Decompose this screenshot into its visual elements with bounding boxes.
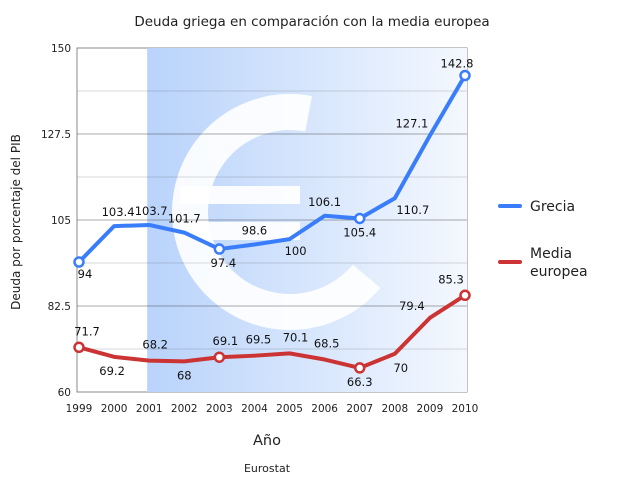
series-line-0 — [77, 73, 467, 265]
y-axis-ticks: 60 82.5 105 127.5 150 — [41, 43, 71, 399]
data-label: 110.7 — [396, 203, 429, 217]
data-label: 103.7 — [135, 204, 168, 218]
data-label: 127.1 — [395, 117, 428, 131]
data-label: 106.1 — [308, 195, 341, 209]
data-point — [73, 256, 85, 268]
data-point — [353, 362, 366, 374]
data-point — [73, 341, 85, 354]
data-label: 70 — [393, 361, 408, 375]
data-label: 68.5 — [314, 337, 340, 351]
legend-label: Media europea — [530, 246, 588, 280]
x-tick-label: 2002 — [171, 403, 198, 415]
data-label: 101.7 — [168, 212, 201, 226]
data-label: 98.6 — [242, 223, 268, 237]
x-tick-label: 2001 — [136, 403, 163, 415]
y-tick-label: 127.5 — [41, 129, 71, 141]
x-axis-title: Año — [253, 433, 281, 449]
data-label: 97.4 — [211, 256, 237, 270]
legend: Grecia Media europea — [498, 199, 588, 280]
y-tick-label: 60 — [58, 387, 71, 399]
data-label: 105.4 — [343, 225, 376, 239]
data-point — [459, 289, 471, 302]
x-tick-label: 2008 — [381, 403, 408, 415]
x-tick-label: 2004 — [241, 403, 268, 415]
data-label: 68.2 — [142, 338, 168, 352]
x-tick-label: 2010 — [452, 403, 479, 415]
data-point — [459, 69, 471, 82]
data-label: 69.2 — [99, 364, 125, 378]
y-axis-title: Deuda por porcentaje del PIB — [9, 134, 23, 310]
x-tick-label: 1999 — [66, 403, 93, 415]
data-point — [213, 351, 226, 363]
series-lines — [73, 69, 471, 374]
data-label: 71.7 — [74, 324, 100, 338]
data-label: 68 — [177, 368, 192, 382]
data-label: 103.4 — [102, 205, 135, 219]
x-tick-label: 2007 — [346, 403, 373, 415]
data-label: 85.3 — [438, 272, 464, 286]
x-tick-label: 2009 — [417, 403, 444, 415]
euro-icon — [172, 94, 408, 330]
chart-title: Deuda griega en comparación con la media… — [134, 14, 489, 30]
y-tick-label: 82.5 — [48, 301, 71, 313]
data-label: 69.5 — [246, 333, 272, 347]
source-note: Eurostat — [244, 462, 291, 475]
x-tick-label: 2003 — [206, 403, 233, 415]
data-point — [213, 243, 226, 255]
data-label: 70.1 — [283, 330, 309, 344]
series-line-1 — [77, 293, 467, 370]
data-label: 100 — [285, 244, 307, 258]
x-axis-ticks: 1999 2000 2001 2002 2003 2004 2005 2006 2007 2008… — [66, 403, 479, 415]
y-tick-label: 105 — [51, 215, 71, 227]
data-point — [353, 212, 366, 225]
y-tick-label: 150 — [51, 43, 71, 55]
grid-lines — [77, 90, 467, 350]
data-label: 79.4 — [399, 299, 425, 313]
x-tick-label: 2000 — [101, 403, 128, 415]
legend-label: Grecia — [530, 199, 575, 215]
x-tick-label: 2005 — [276, 403, 303, 415]
data-label: 142.8 — [441, 57, 474, 71]
data-label: 69.1 — [213, 334, 239, 348]
data-label: 66.3 — [347, 375, 373, 389]
x-tick-label: 2006 — [311, 403, 338, 415]
data-label: 94 — [78, 267, 93, 281]
